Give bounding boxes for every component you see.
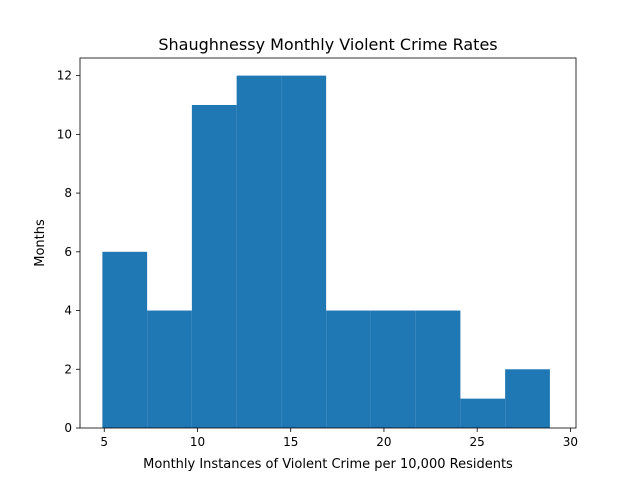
- x-tick-label: 25: [470, 435, 485, 449]
- y-axis-ticks: 0 2 4 6 8 10 12: [57, 69, 80, 435]
- y-tick-label: 0: [64, 421, 72, 435]
- x-tick-label: 10: [190, 435, 205, 449]
- axes-frame: [79, 57, 577, 429]
- x-tick-label: 20: [376, 435, 391, 449]
- histogram-bar: [370, 310, 416, 428]
- y-tick-label: 4: [64, 304, 72, 318]
- y-tick-label: 6: [64, 245, 72, 259]
- histogram-bar: [147, 310, 192, 428]
- x-tick-label: 15: [283, 435, 298, 449]
- y-axis-label: Months: [33, 219, 48, 267]
- histogram-bar: [102, 251, 148, 428]
- histogram-bar: [460, 398, 506, 428]
- y-tick-label: 12: [57, 69, 72, 83]
- x-axis-label: Monthly Instances of Violent Crime per 1…: [143, 457, 513, 472]
- x-tick-label: 30: [563, 435, 578, 449]
- y-tick-label: 10: [57, 127, 72, 141]
- histogram-bar: [505, 369, 550, 428]
- histogram-bar: [236, 75, 282, 428]
- histogram-bar: [415, 310, 461, 428]
- y-tick-label: 2: [64, 362, 72, 376]
- histogram-bars: [102, 75, 550, 428]
- x-axis-ticks: 5 10 15 20 25 30: [100, 428, 578, 449]
- x-tick-label: 5: [100, 435, 108, 449]
- histogram-bar: [326, 310, 371, 428]
- y-tick-label: 8: [64, 186, 72, 200]
- histogram-bar: [191, 104, 237, 428]
- chart-title: Shaughnessy Monthly Violent Crime Rates: [158, 35, 497, 54]
- histogram-bar: [281, 75, 327, 428]
